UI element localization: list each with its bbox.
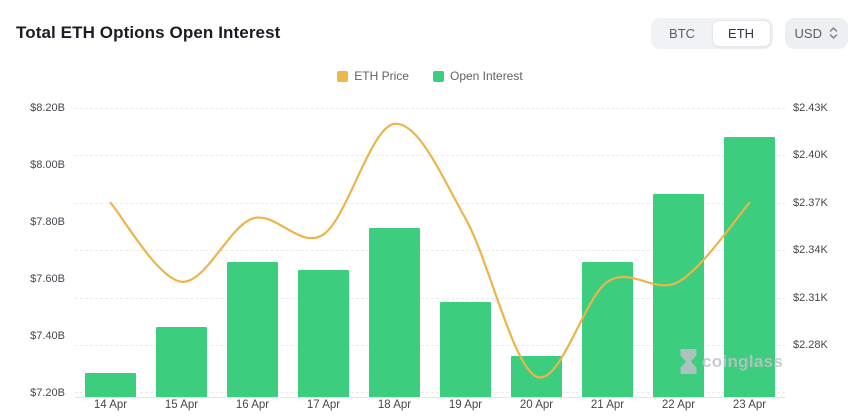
x-axis-label: 17 Apr [306,399,341,411]
header: Total ETH Options Open Interest BTC ETH … [16,16,848,50]
x-axis-line [75,397,785,398]
x-axis-label: 23 Apr [732,399,767,411]
header-controls: BTC ETH USD [650,17,848,49]
right-axis-tick: $2.28K [793,339,828,351]
gridline [75,202,785,204]
asset-toggle: BTC ETH [650,17,773,49]
x-axis-label: 19 Apr [448,399,483,411]
gridline [75,297,785,299]
open-interest-bar-18-apr[interactable] [369,227,420,398]
open-interest-bar-17-apr[interactable] [298,270,349,398]
x-axis-label: 15 Apr [164,399,199,411]
x-axis-label: 18 Apr [377,399,412,411]
x-axis-label: 21 Apr [590,399,625,411]
currency-select[interactable]: USD [784,17,848,49]
asset-toggle-btc-button[interactable]: BTC [653,20,712,47]
open-interest-bar-19-apr[interactable] [440,301,491,398]
right-axis-tick: $2.31K [793,291,828,304]
page-title: Total ETH Options Open Interest [16,23,281,42]
left-axis-tick: $7.60B [30,273,65,285]
eth-price-swatch [337,70,349,82]
right-axis-tick: $2.37K [793,196,828,209]
open-interest-bar-23-apr[interactable] [724,136,775,398]
gridline [75,392,785,394]
gridline [75,108,785,109]
right-axis-tick: $2.34K [793,244,828,257]
open-interest-swatch [432,70,444,82]
left-axis-tick: $7.80B [30,216,65,228]
gridline [75,345,785,346]
right-axis-tick: $2.43K [793,102,828,114]
plot-area[interactable]: coinglass [75,95,785,398]
left-axis-tick: $7.20B [30,387,65,399]
legend-item-open-interest[interactable]: Open Interest [432,69,523,83]
x-axis-label: 20 Apr [519,399,554,411]
x-axis-labels: 14 Apr 15 Apr 16 Apr 17 Apr 18 Apr 19 Apr 20 A… [75,399,785,411]
open-interest-bar-15-apr[interactable] [156,327,207,398]
open-interest-bar-14-apr[interactable] [85,373,136,398]
left-axis-tick: $8.00B [30,159,65,171]
asset-toggle-eth-button[interactable]: ETH [711,19,771,47]
left-axis-tick: $8.20B [30,102,65,114]
open-interest-bar-16-apr[interactable] [227,261,278,398]
legend-label-eth-price: ETH Price [354,69,409,83]
currency-select-value: USD [794,25,822,41]
legend-label-open-interest: Open Interest [449,69,523,83]
x-axis-label: 14 Apr [93,399,128,411]
select-chevrons-icon [829,27,838,39]
eth-price-line [109,122,751,379]
x-axis-label: 22 Apr [661,399,696,411]
legend: ETH Price Open Interest [0,69,860,83]
legend-item-eth-price[interactable]: ETH Price [337,69,409,83]
open-interest-bar-21-apr[interactable] [582,261,633,398]
right-axis-tick: $2.40K [793,149,828,162]
x-axis-label: 16 Apr [235,399,270,411]
left-axis-tick: $7.40B [30,330,65,342]
gridline [75,250,785,252]
